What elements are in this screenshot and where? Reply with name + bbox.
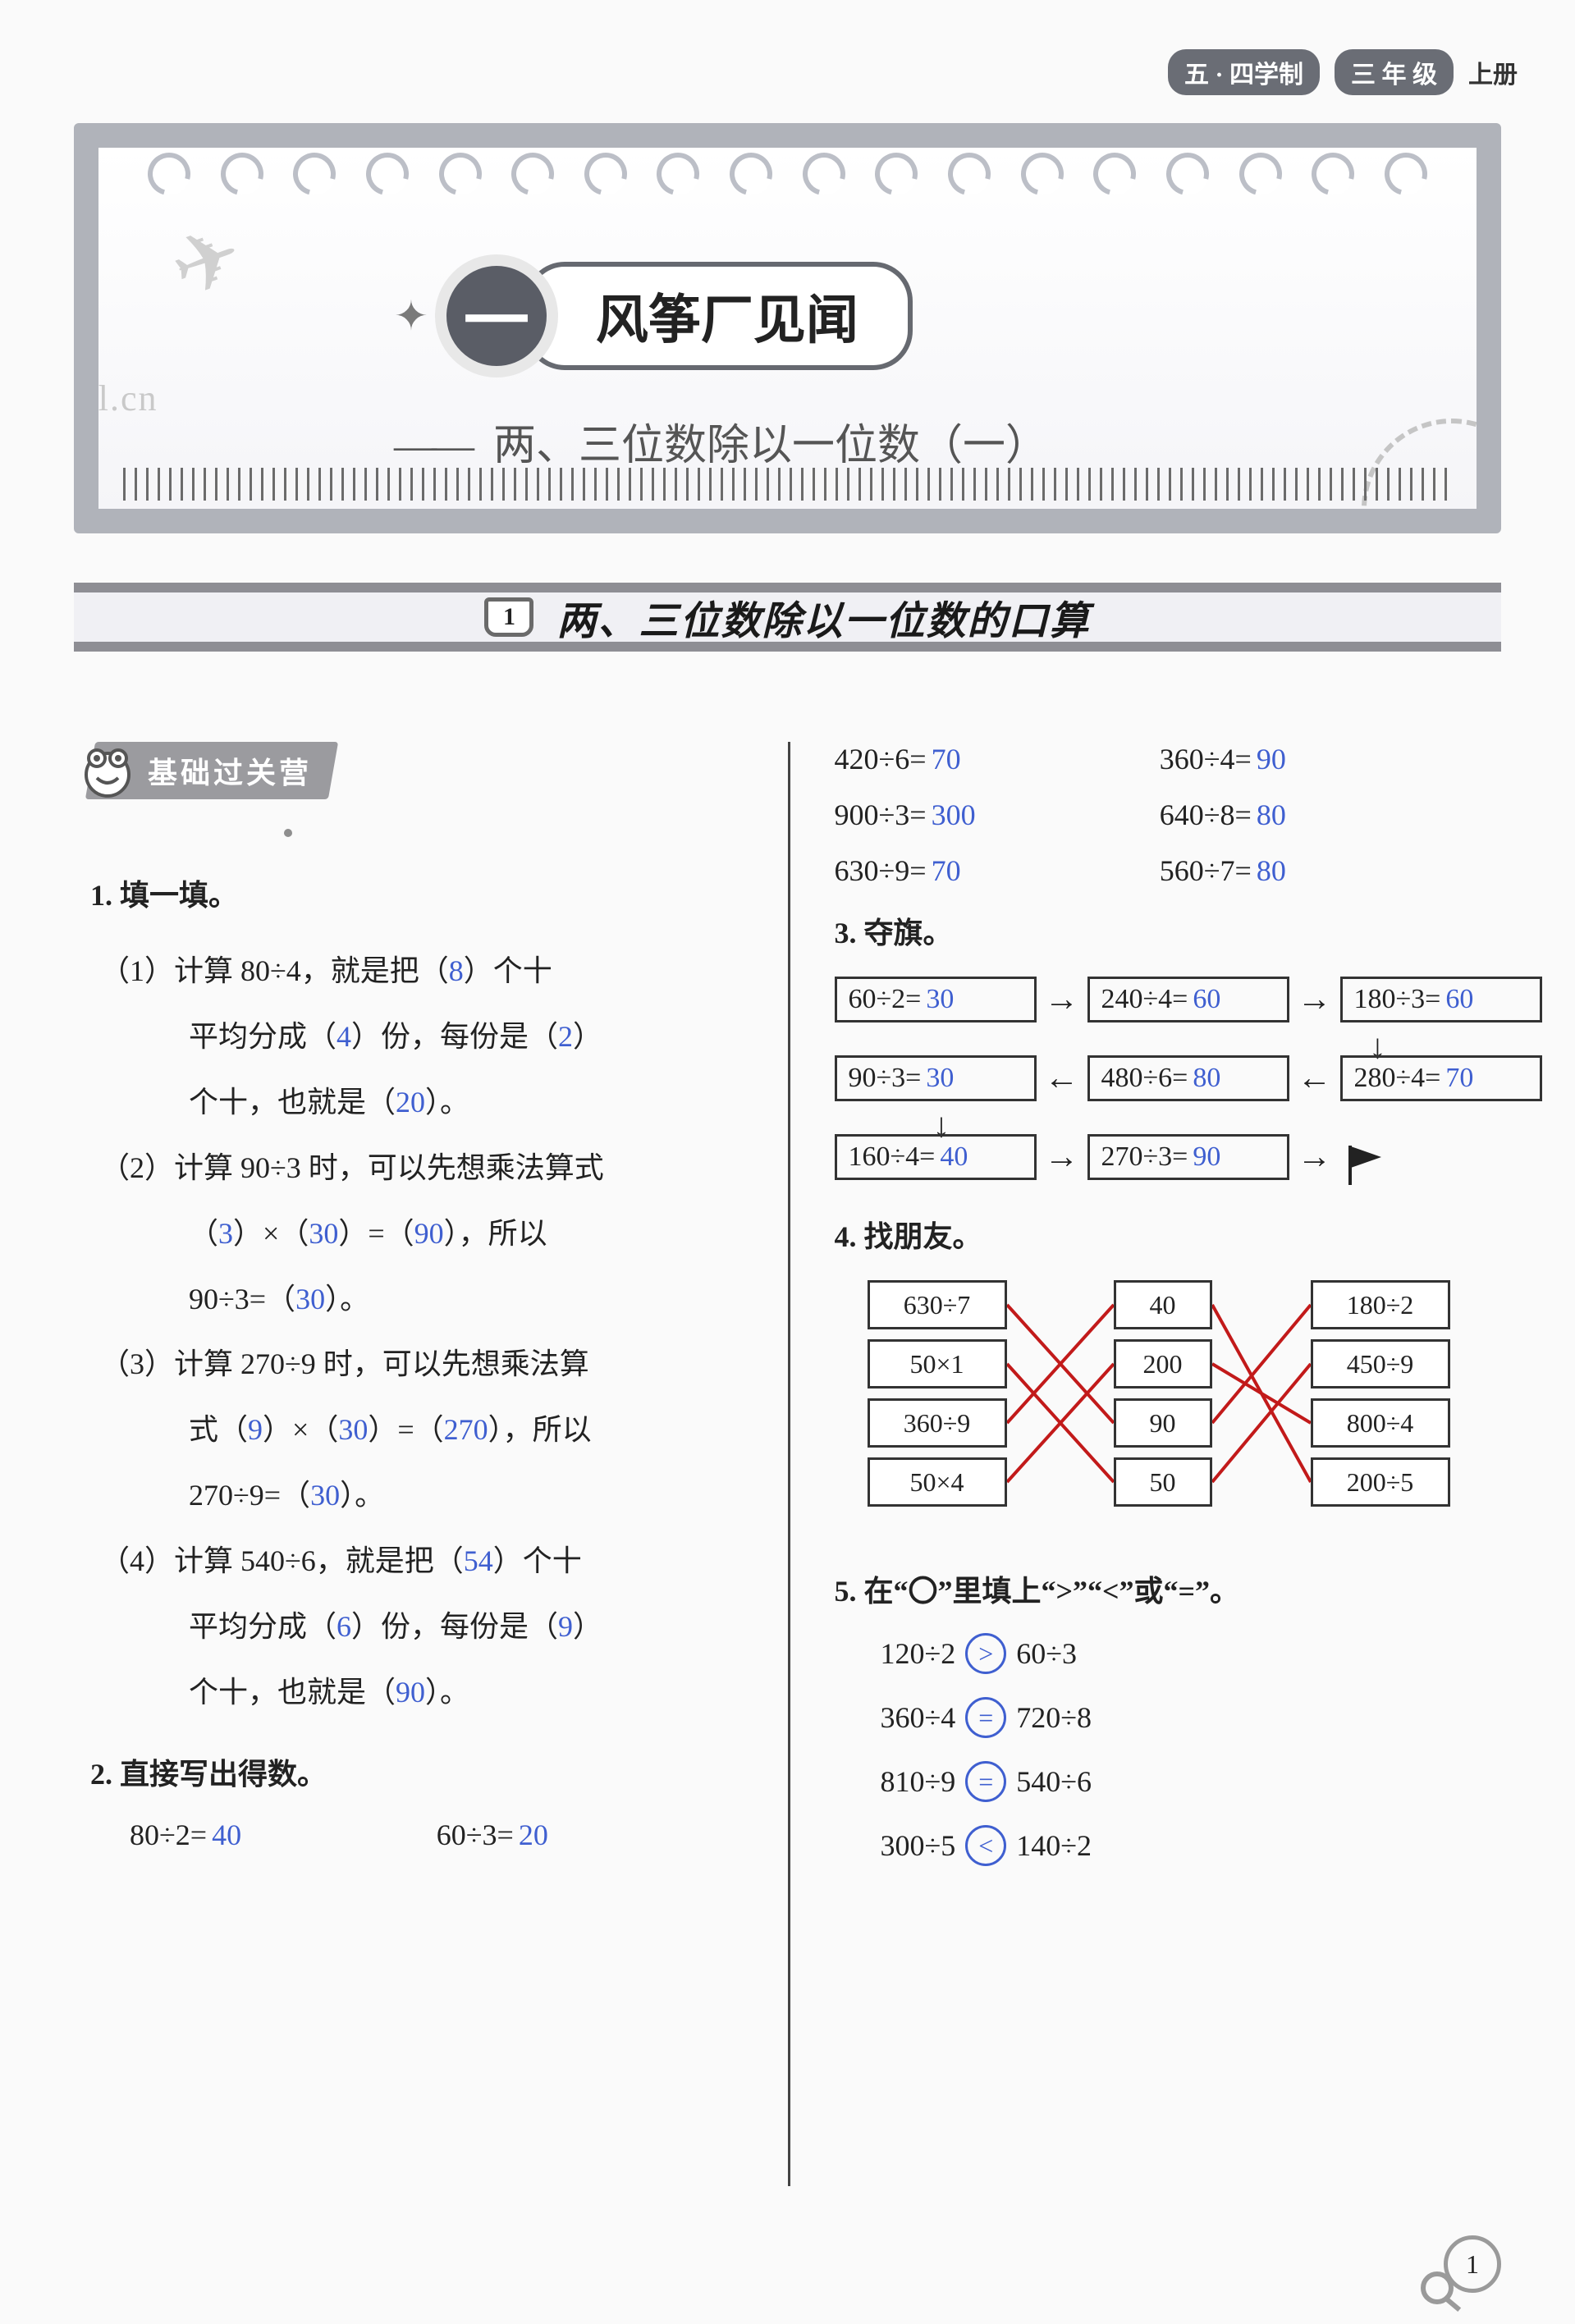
chapter-title: 风筝厂见闻 bbox=[525, 262, 913, 370]
q4-L0: 630÷7 bbox=[868, 1280, 1007, 1329]
q1-3: （3）计算 270÷9 时，可以先想乘法算 bbox=[100, 1332, 744, 1398]
q4-M3: 50 bbox=[1114, 1457, 1212, 1507]
section-number-badge: 1 bbox=[484, 597, 533, 637]
arrow-right-icon: → bbox=[1037, 1137, 1087, 1177]
q5-0: 120÷2 > 60÷3 bbox=[881, 1633, 1486, 1674]
q4-R1: 450÷9 bbox=[1311, 1339, 1450, 1388]
q1-2: （2）计算 90÷3 时，可以先想乘法算式 bbox=[100, 1136, 744, 1201]
flag-icon bbox=[1348, 1146, 1381, 1169]
q2r-row-1: 900÷3=300 640÷8=80 bbox=[835, 798, 1486, 832]
q4-R0: 180÷2 bbox=[1311, 1280, 1450, 1329]
q4-head: 4. 找朋友。 bbox=[835, 1213, 1486, 1256]
chapter-number-circle: 一 bbox=[435, 254, 558, 377]
section-title: 两、三位数除以一位数的口算 bbox=[556, 588, 1090, 646]
q4-L3: 50×4 bbox=[868, 1457, 1007, 1507]
practice-chip: 基础过关营 bbox=[85, 742, 338, 799]
q5-2: 810÷9 = 540÷6 bbox=[881, 1761, 1486, 1802]
q4-M0: 40 bbox=[1114, 1280, 1212, 1329]
q3-2-0: 160÷4=40 bbox=[835, 1134, 1037, 1180]
q4-L2: 360÷9 bbox=[868, 1398, 1007, 1448]
chapter-subtitle: —— 两、三位数除以一位数（一） bbox=[394, 410, 1048, 472]
q3-grid: 60÷2=30 → 240÷4=60 → 180÷3=60 ↓ 90÷3=30 … bbox=[835, 977, 1486, 1180]
q3-1-0: 90÷3=30 bbox=[835, 1055, 1037, 1101]
q2r-row-2: 630÷9=70 560÷7=80 bbox=[835, 853, 1486, 888]
chapter-hero-card: ✈ zyjl.cn ✦ 一 风筝厂见闻 —— 两、三位数除以一位数（一） bbox=[74, 123, 1501, 533]
q4-R2: 800÷4 bbox=[1311, 1398, 1450, 1448]
q1-head: 1. 填一填。 bbox=[90, 872, 744, 914]
frog-icon bbox=[79, 742, 136, 799]
q3-0-2: 180÷3=60 bbox=[1340, 977, 1542, 1022]
arrow-right-icon: → bbox=[1289, 980, 1340, 1019]
q5-1: 360÷4 = 720÷8 bbox=[881, 1697, 1486, 1738]
q5-head: 5. 在“〇”里填上“>”“<”或“=”。 bbox=[835, 1567, 1486, 1610]
q2-right-0: 60÷3=20 bbox=[437, 1818, 744, 1852]
q4-M1: 200 bbox=[1114, 1339, 1212, 1388]
q2-left-0: 80÷2=40 bbox=[130, 1818, 437, 1852]
q3-0-0: 60÷2=30 bbox=[835, 977, 1037, 1022]
volume-label: 上册 bbox=[1468, 54, 1518, 90]
q2-grid: 80÷2=40 60÷3=20 bbox=[90, 1818, 744, 1873]
practice-chip-label: 基础过关营 bbox=[148, 749, 312, 792]
q4-matching-diagram: 630÷7 50×1 360÷9 50×4 40 200 90 50 180÷2… bbox=[835, 1280, 1486, 1543]
q1-4: （4）计算 540÷6，就是把（54）个十 bbox=[100, 1529, 744, 1594]
page-header: 五 · 四学制 三 年 级 上册 bbox=[1168, 49, 1518, 95]
q5-3: 300÷5 < 140÷2 bbox=[881, 1825, 1486, 1866]
q4-M2: 90 bbox=[1114, 1398, 1212, 1448]
q3-head: 3. 夺旗。 bbox=[835, 909, 1486, 952]
paperplane-icon: ✈ bbox=[158, 204, 256, 318]
q3-1-2: 280÷4=70 bbox=[1340, 1055, 1542, 1101]
system-badge: 五 · 四学制 bbox=[1168, 49, 1320, 95]
right-column: 420÷6=70 360÷4=90 900÷3=300 640÷8=80 630… bbox=[788, 742, 1502, 2186]
arrow-left-icon: ← bbox=[1037, 1059, 1087, 1098]
left-column: 基础过关营 1. 填一填。 （1）计算 80÷4，就是把（8）个十 平均分成（4… bbox=[74, 742, 788, 2186]
answer-circle: < bbox=[965, 1825, 1006, 1866]
grade-badge: 三 年 级 bbox=[1335, 49, 1454, 95]
q3-1-1: 480÷6=80 bbox=[1087, 1055, 1289, 1101]
page-number: 1 bbox=[1444, 2235, 1501, 2293]
answer-circle: = bbox=[965, 1697, 1006, 1738]
answer-circle: > bbox=[965, 1633, 1006, 1674]
q4-L1: 50×1 bbox=[868, 1339, 1007, 1388]
watermark: zyjl.cn bbox=[74, 377, 158, 419]
q2r-row-0: 420÷6=70 360÷4=90 bbox=[835, 742, 1486, 776]
arrow-right-icon: → bbox=[1037, 980, 1087, 1019]
arrow-right-icon: → bbox=[1289, 1137, 1340, 1177]
answer-circle: = bbox=[965, 1761, 1006, 1802]
arrow-left-icon: ← bbox=[1289, 1059, 1340, 1098]
q3-0-1: 240÷4=60 bbox=[1087, 977, 1289, 1022]
q4-R3: 200÷5 bbox=[1311, 1457, 1450, 1507]
spiral-binding bbox=[148, 153, 1427, 210]
bulb-rays-icon: ✦ bbox=[394, 292, 428, 340]
ruler-ticks bbox=[123, 468, 1452, 501]
q3-2-1: 270÷3=90 bbox=[1087, 1134, 1289, 1180]
section-banner: 1 两、三位数除以一位数的口算 bbox=[74, 583, 1501, 652]
q1-1: （1）计算 80÷4，就是把（8）个十 bbox=[100, 939, 744, 1004]
q2-head: 2. 直接写出得数。 bbox=[90, 1750, 744, 1793]
